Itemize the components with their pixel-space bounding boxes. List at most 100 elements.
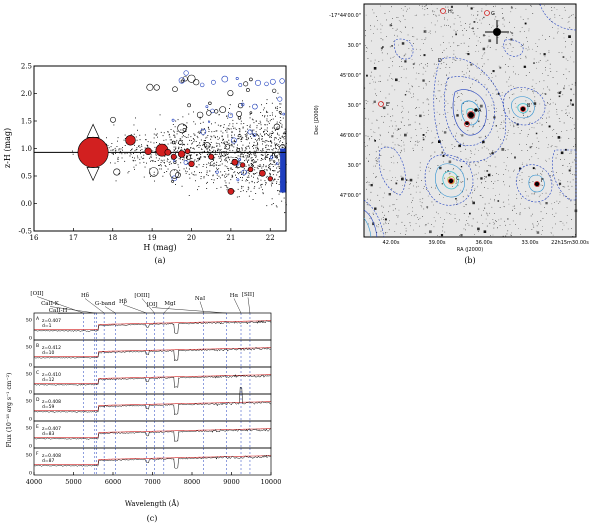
sky-pixel <box>408 83 409 85</box>
sky-pixel <box>527 134 529 135</box>
sky-pixel <box>477 40 479 42</box>
sky-pixel <box>400 233 401 234</box>
galaxy-point <box>217 149 219 151</box>
sky-pixel <box>464 28 465 29</box>
sky-pixel <box>467 130 469 131</box>
galaxy-point <box>122 147 123 149</box>
galaxy-point <box>272 118 274 120</box>
galaxy-point <box>250 152 252 154</box>
sky-pixel <box>454 59 456 61</box>
galaxy-point <box>234 127 236 129</box>
sky-pixel <box>384 218 387 221</box>
galaxy-point <box>269 136 271 137</box>
galaxy-point <box>205 140 206 141</box>
sky-pixel <box>368 139 370 141</box>
galaxy-point <box>240 151 242 153</box>
flux-tick-label: 0 <box>29 390 32 396</box>
galaxy-point <box>226 189 228 191</box>
sky-pixel <box>527 18 529 20</box>
sky-pixel <box>545 202 548 205</box>
galaxy-point <box>198 147 200 148</box>
sky-pixel <box>476 63 478 65</box>
sky-pixel <box>440 234 444 237</box>
sky-pixel <box>466 72 467 74</box>
galaxy-point <box>243 156 245 158</box>
sky-pixel <box>373 214 374 215</box>
galaxy-point <box>129 152 131 154</box>
sky-pixel <box>413 150 414 151</box>
sky-pixel <box>442 230 443 232</box>
sky-pixel <box>413 43 414 44</box>
galaxy-point <box>276 174 278 176</box>
sky-pixel <box>401 105 403 107</box>
sky-pixel <box>494 199 495 200</box>
galaxy-point <box>270 119 272 120</box>
galaxy-circle <box>243 81 249 87</box>
galaxy-point <box>269 169 271 171</box>
sky-pixel <box>512 205 514 207</box>
sky-pixel <box>559 140 561 142</box>
sky-pixel <box>428 166 430 168</box>
sky-pixel <box>456 156 457 158</box>
sky-pixel <box>382 217 384 218</box>
sky-pixel <box>397 162 398 164</box>
sky-pixel <box>511 232 512 234</box>
galaxy-point <box>279 155 281 157</box>
sky-pixel <box>404 225 406 226</box>
sky-pixel <box>488 149 489 151</box>
sky-pixel <box>570 167 571 169</box>
galaxy-point <box>152 150 154 152</box>
galaxy-point <box>237 135 239 137</box>
galaxy-circle <box>275 162 279 165</box>
sky-pixel <box>423 43 424 44</box>
sky-pixel <box>457 30 458 31</box>
galaxy-point <box>218 175 220 177</box>
galaxy-point <box>280 113 282 115</box>
galaxy-point <box>226 141 228 143</box>
sky-pixel <box>393 56 395 57</box>
sky-pixel <box>453 50 455 52</box>
sky-pixel <box>543 80 545 82</box>
galaxy-point <box>245 139 247 140</box>
sky-pixel <box>493 227 495 229</box>
sky-pixel <box>434 137 436 139</box>
galaxy-point <box>271 133 272 135</box>
sky-pixel <box>501 115 503 116</box>
sky-pixel <box>491 27 492 28</box>
galaxy-point <box>256 125 258 127</box>
galaxy-point <box>252 146 253 147</box>
galaxy-point <box>160 164 162 166</box>
sky-pixel <box>370 76 372 77</box>
sky-pixel <box>565 68 567 70</box>
galaxy-circle <box>264 81 269 87</box>
galaxy-point <box>174 137 176 138</box>
dec-tick-label: 30.0" <box>348 103 361 109</box>
sky-pixel <box>514 156 516 159</box>
sky-pixel <box>551 7 552 8</box>
sky-pixel <box>522 45 524 46</box>
galaxy-circle <box>235 77 239 81</box>
sky-pixel <box>486 147 488 149</box>
galaxy-point <box>255 154 257 156</box>
galaxy-point <box>155 128 156 130</box>
galaxy-point <box>175 151 177 153</box>
sky-pixel <box>570 88 572 90</box>
sky-pixel <box>417 174 419 176</box>
sky-pixel <box>488 165 490 166</box>
sky-pixel <box>574 17 576 19</box>
sky-pixel <box>370 29 372 30</box>
sky-pixel <box>401 150 402 152</box>
galaxy-point <box>156 134 157 136</box>
sky-pixel <box>521 172 523 173</box>
sky-pixel <box>376 157 377 158</box>
galaxy-point <box>113 149 115 151</box>
sky-pixel <box>408 91 410 93</box>
galaxy-circle <box>172 86 178 92</box>
sky-pixel <box>473 125 474 127</box>
sky-pixel <box>411 215 412 216</box>
galaxy-point <box>168 162 170 164</box>
galaxy-point <box>231 174 233 176</box>
sky-pixel <box>378 81 380 82</box>
galaxy-point <box>162 160 164 162</box>
galaxy-point <box>211 123 212 125</box>
